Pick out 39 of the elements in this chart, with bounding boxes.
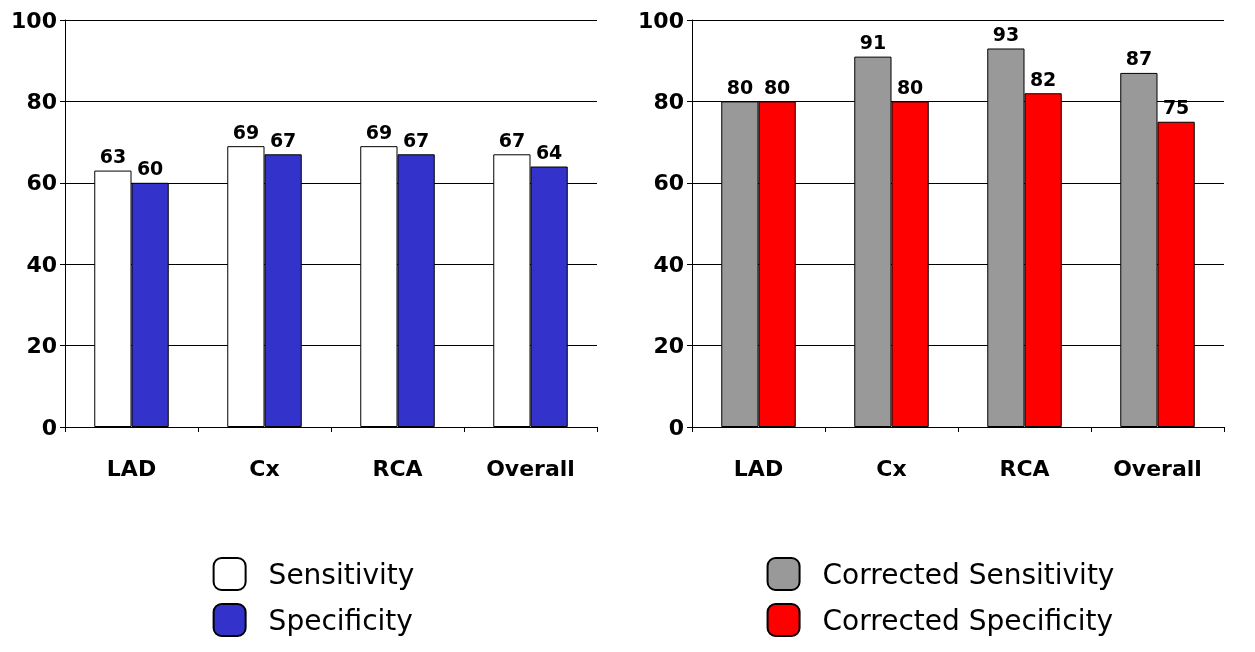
data-label: 80 [726,75,754,98]
y-tick-label: 0 [41,414,57,440]
y-tick-label: 80 [653,88,684,114]
y-tick-label: 100 [11,7,57,33]
legend-label: Sensitivity [268,557,415,591]
y-tick-label: 40 [653,251,684,277]
data-label: 69 [365,120,393,143]
y-tick-label: 100 [638,7,684,33]
data-label: 80 [763,75,791,98]
data-label: 93 [992,22,1020,45]
legend-label: Specificity [268,603,413,637]
x-tick-label: RCA [372,455,423,481]
data-label: 91 [859,31,887,54]
data-label: 67 [498,128,526,151]
y-tick-label: 80 [26,88,57,114]
y-tick-label: 60 [653,170,684,196]
data-label: 67 [402,128,430,151]
data-label: 63 [99,145,127,168]
x-tick-label: Overall [1113,455,1202,481]
legend-label: Corrected Specificity [822,603,1113,637]
x-tick-label: Cx [249,455,280,481]
y-tick-label: 40 [26,251,57,277]
data-label: 87 [1125,47,1153,70]
data-label: 69 [232,120,260,143]
data-label: 80 [896,75,924,98]
y-tick-label: 60 [26,170,57,196]
x-tick-label: Cx [876,455,907,481]
y-tick-label: 20 [26,333,57,359]
y-tick-label: 0 [668,414,684,440]
x-tick-label: Overall [486,455,575,481]
x-tick-label: RCA [999,455,1050,481]
data-label: 82 [1029,67,1057,90]
data-label: 60 [136,157,164,180]
data-label: 64 [535,141,563,164]
x-tick-label: LAD [106,455,157,481]
legend-label: Corrected Sensitivity [822,557,1115,591]
y-tick-label: 20 [653,333,684,359]
data-label: 67 [269,128,297,151]
x-tick-label: LAD [733,455,784,481]
